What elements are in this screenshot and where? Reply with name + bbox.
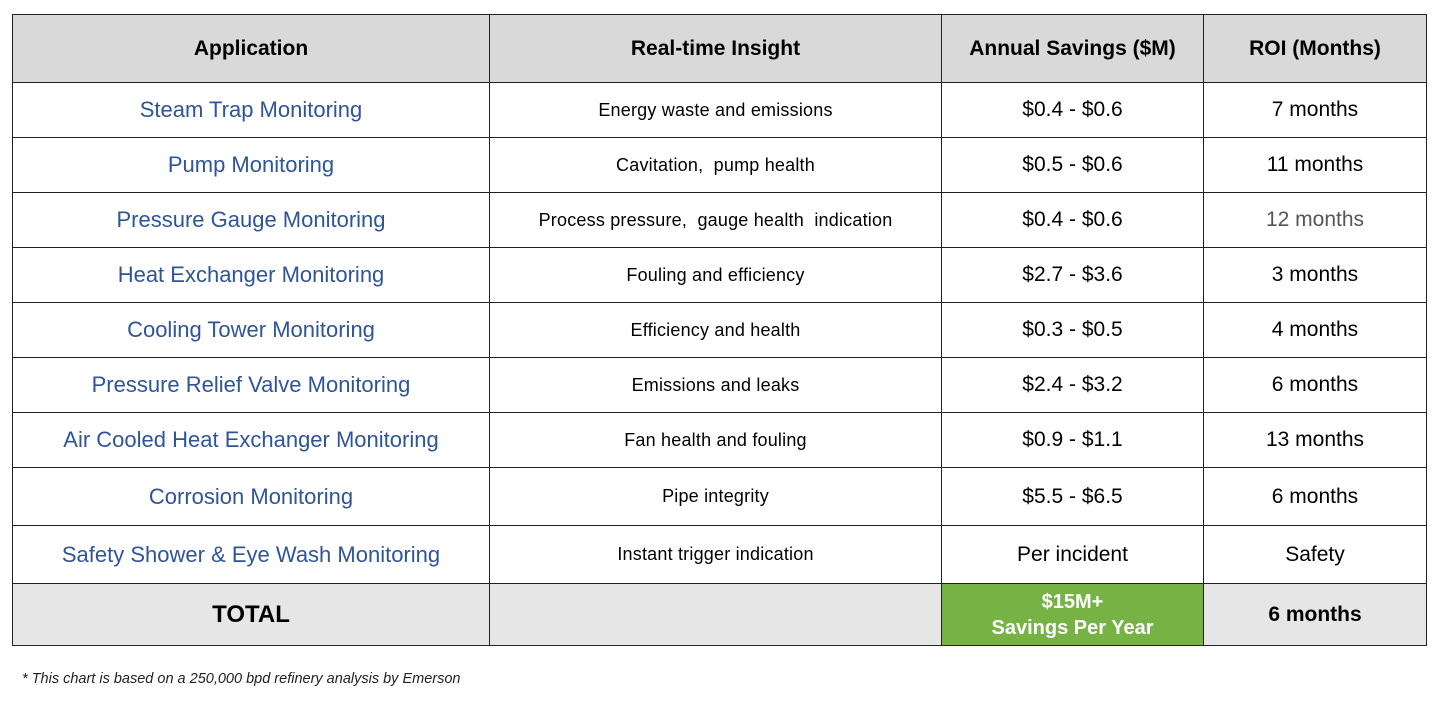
savings-table-container: Application Real-time Insight Annual Sav…	[12, 14, 1427, 646]
insight-cell: Emissions and leaks	[489, 357, 942, 413]
savings-table: Application Real-time Insight Annual Sav…	[12, 14, 1427, 646]
table-row: Air Cooled Heat Exchanger Monitoring Fan…	[12, 412, 1427, 468]
roi-cell: Safety	[1203, 525, 1427, 584]
roi-cell: 3 months	[1203, 247, 1427, 303]
roi-cell: 13 months	[1203, 412, 1427, 468]
roi-cell: 12 months	[1203, 192, 1427, 248]
savings-cell: $2.7 - $3.6	[941, 247, 1204, 303]
roi-cell: 6 months	[1203, 467, 1427, 526]
table-header-row: Application Real-time Insight Annual Sav…	[12, 14, 1427, 83]
header-application: Application	[12, 14, 490, 83]
footnote: * This chart is based on a 250,000 bpd r…	[22, 671, 461, 687]
table-row: Pressure Relief Valve Monitoring Emissio…	[12, 357, 1427, 413]
insight-cell: Fouling and efficiency	[489, 247, 942, 303]
roi-cell: 11 months	[1203, 137, 1427, 193]
header-savings: Annual Savings ($M)	[941, 14, 1204, 83]
insight-cell: Energy waste and emissions	[489, 82, 942, 138]
insight-cell: Instant trigger indication	[489, 525, 942, 584]
application-cell: Steam Trap Monitoring	[12, 82, 490, 138]
savings-cell: $0.9 - $1.1	[941, 412, 1204, 468]
table-row: Pump Monitoring Cavitation, pump health …	[12, 137, 1427, 193]
insight-cell: Fan health and fouling	[489, 412, 942, 468]
table-row: Steam Trap Monitoring Energy waste and e…	[12, 82, 1427, 138]
application-cell: Air Cooled Heat Exchanger Monitoring	[12, 412, 490, 468]
header-roi: ROI (Months)	[1203, 14, 1427, 83]
total-label: TOTAL	[12, 583, 490, 646]
savings-cell: $0.4 - $0.6	[941, 82, 1204, 138]
table-row: Pressure Gauge Monitoring Process pressu…	[12, 192, 1427, 248]
roi-cell: 7 months	[1203, 82, 1427, 138]
total-savings-amount: $15M+	[1041, 590, 1104, 613]
total-savings-cell: $15M+ Savings Per Year	[941, 583, 1204, 646]
application-cell: Heat Exchanger Monitoring	[12, 247, 490, 303]
total-savings-caption: Savings Per Year	[991, 616, 1154, 639]
savings-cell: Per incident	[941, 525, 1204, 584]
roi-cell: 6 months	[1203, 357, 1427, 413]
total-row: TOTAL $15M+ Savings Per Year 6 months	[12, 583, 1427, 646]
application-cell: Safety Shower & Eye Wash Monitoring	[12, 525, 490, 584]
table-row: Corrosion Monitoring Pipe integrity $5.5…	[12, 467, 1427, 526]
application-cell: Cooling Tower Monitoring	[12, 302, 490, 358]
table-row: Cooling Tower Monitoring Efficiency and …	[12, 302, 1427, 358]
application-cell: Pressure Gauge Monitoring	[12, 192, 490, 248]
savings-cell: $0.3 - $0.5	[941, 302, 1204, 358]
savings-cell: $0.4 - $0.6	[941, 192, 1204, 248]
savings-cell: $2.4 - $3.2	[941, 357, 1204, 413]
insight-cell: Pipe integrity	[489, 467, 942, 526]
total-roi-cell: 6 months	[1203, 583, 1427, 646]
application-cell: Pump Monitoring	[12, 137, 490, 193]
insight-cell: Efficiency and health	[489, 302, 942, 358]
savings-cell: $5.5 - $6.5	[941, 467, 1204, 526]
insight-cell: Process pressure, gauge health indicatio…	[489, 192, 942, 248]
insight-cell: Cavitation, pump health	[489, 137, 942, 193]
savings-cell: $0.5 - $0.6	[941, 137, 1204, 193]
total-insight-cell	[489, 583, 942, 646]
application-cell: Pressure Relief Valve Monitoring	[12, 357, 490, 413]
header-insight: Real-time Insight	[489, 14, 942, 83]
table-row: Safety Shower & Eye Wash Monitoring Inst…	[12, 525, 1427, 584]
application-cell: Corrosion Monitoring	[12, 467, 490, 526]
table-row: Heat Exchanger Monitoring Fouling and ef…	[12, 247, 1427, 303]
roi-cell: 4 months	[1203, 302, 1427, 358]
